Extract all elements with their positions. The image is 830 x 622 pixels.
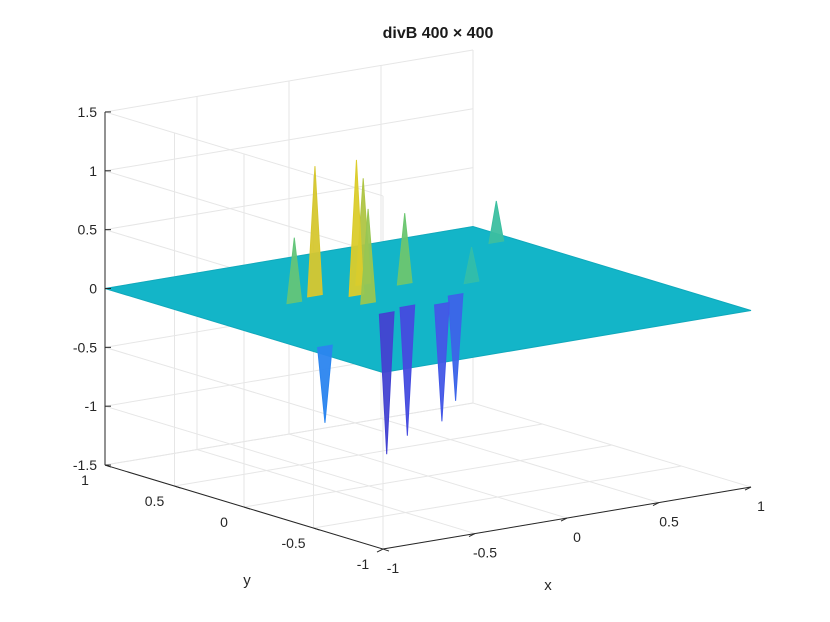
- surface-peak: [360, 208, 376, 305]
- wall-grid-line: [104, 346, 384, 432]
- surface-base-plane: [104, 225, 752, 374]
- x-tick-label: 0: [573, 529, 581, 545]
- y-tick-label: -1: [357, 556, 370, 572]
- z-tick-label: 0.5: [78, 222, 98, 238]
- floor-grid-line: [174, 423, 543, 487]
- surface-peak: [348, 159, 365, 298]
- x-tick-mark: [468, 533, 476, 537]
- wall-grid-line: [104, 167, 474, 231]
- z-tick-label: 0: [89, 281, 97, 297]
- floor-grid-line: [243, 444, 613, 508]
- x-tick-mark: [652, 502, 660, 506]
- axis-layer: -1-0.500.51-1-0.500.51-1.5-1-0.500.511.5: [73, 104, 765, 576]
- surface-dip: [399, 304, 416, 436]
- y-tick-mark: [382, 548, 390, 552]
- y-tick-mark: [174, 485, 181, 489]
- x-tick-mark: [376, 548, 384, 553]
- surface-peak: [396, 213, 413, 286]
- z-tick-label: 1.5: [78, 104, 98, 120]
- x-tick-label: 1: [757, 498, 765, 514]
- x-tick-label: 0.5: [659, 514, 679, 530]
- surface-peak: [307, 166, 323, 298]
- x-tick-label: -1: [387, 560, 400, 576]
- y-tick-mark: [313, 527, 320, 531]
- y-tick-label: 1: [81, 472, 89, 488]
- wall-grid-line: [104, 405, 384, 491]
- surface-dip: [378, 311, 395, 455]
- wall-grid-line: [104, 170, 384, 256]
- x-tick-mark: [744, 486, 752, 491]
- surface-dip: [317, 344, 333, 423]
- wall-grid-line: [104, 111, 384, 197]
- y-tick-label: 0: [220, 514, 228, 530]
- y-tick-label: -0.5: [281, 535, 305, 551]
- z-tick-label: -1: [85, 398, 98, 414]
- surface-layer: [104, 159, 752, 455]
- y-tick-label: 0.5: [145, 493, 165, 509]
- surface-peak: [488, 200, 505, 245]
- z-tick-label: -0.5: [73, 339, 97, 355]
- x-tick-mark: [560, 517, 568, 522]
- wall-grid-line: [104, 402, 474, 466]
- y-axis-label: y: [243, 572, 251, 589]
- chart-title: divB 400 × 400: [383, 25, 494, 42]
- surface-dip: [434, 301, 450, 422]
- surface-dip: [447, 293, 464, 401]
- surface-peak: [286, 237, 303, 305]
- wall-grid-line: [104, 49, 474, 113]
- y-tick-mark: [243, 506, 251, 510]
- z-tick-label: -1.5: [73, 457, 97, 473]
- x-tick-label: -0.5: [473, 545, 497, 561]
- floor-grid-line: [313, 465, 682, 529]
- surface-peak: [463, 246, 480, 285]
- x-axis-label: x: [544, 577, 552, 594]
- z-tick-label: 1: [89, 163, 97, 179]
- wall-grid-line: [104, 108, 474, 172]
